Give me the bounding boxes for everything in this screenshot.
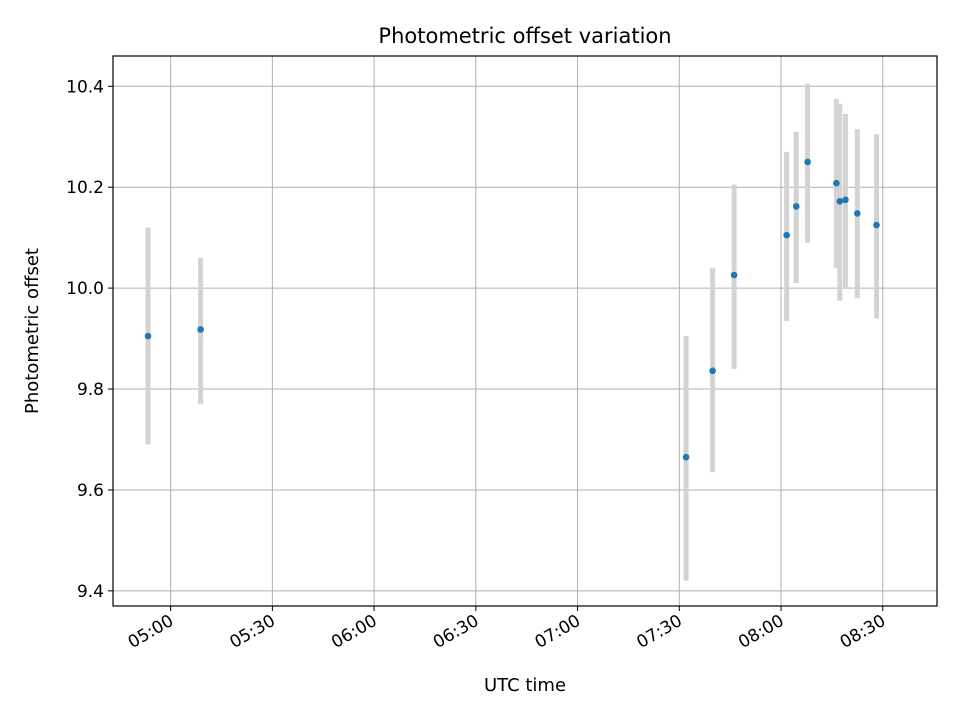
y-tick-label: 10.2 bbox=[66, 178, 104, 198]
data-point bbox=[804, 158, 811, 166]
y-tick-label: 9.4 bbox=[77, 582, 104, 602]
chart-title: Photometric offset variation bbox=[378, 24, 671, 48]
data-point bbox=[730, 271, 738, 279]
x-axis-label: UTC time bbox=[484, 675, 566, 696]
y-tick-label: 9.6 bbox=[77, 481, 104, 501]
data-point bbox=[197, 326, 204, 333]
data-point bbox=[836, 198, 844, 205]
y-tick-label: 9.8 bbox=[77, 380, 104, 400]
y-tick-label: 10.0 bbox=[66, 279, 104, 299]
plot-frame bbox=[112, 55, 938, 607]
y-tick-label: 10.4 bbox=[66, 77, 104, 97]
data-point bbox=[682, 453, 690, 461]
data-point bbox=[854, 210, 861, 217]
data-point bbox=[833, 179, 840, 187]
data-point bbox=[783, 231, 790, 239]
data-point bbox=[842, 196, 849, 204]
data-point bbox=[144, 332, 152, 340]
data-point bbox=[709, 367, 716, 375]
y-axis: 9.4 9.6 9.8 10.0 10.2 10.4 bbox=[66, 77, 113, 602]
data-point bbox=[873, 221, 880, 229]
data-points bbox=[144, 158, 880, 461]
y-axis-label: Photometric offset bbox=[22, 248, 43, 414]
grid bbox=[113, 56, 937, 606]
data-point bbox=[792, 203, 800, 210]
